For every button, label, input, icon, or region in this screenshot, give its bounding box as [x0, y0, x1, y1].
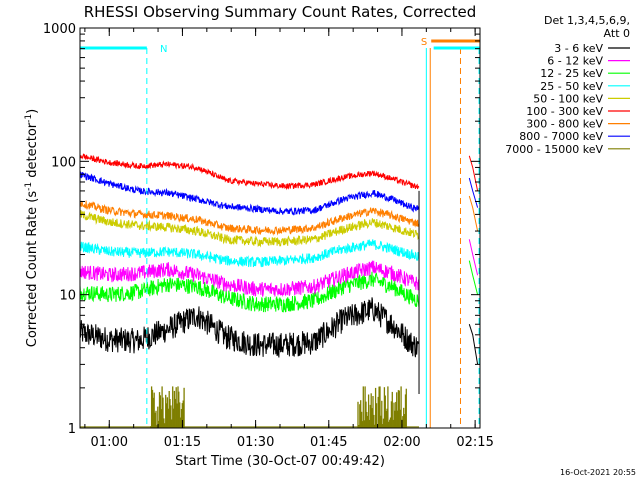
tail-series-0	[468, 155, 479, 192]
x-tick-label: 01:30	[237, 435, 274, 450]
y-axis: 1 10 100 1000	[43, 22, 480, 437]
y-axis-title-sup1: -1	[24, 182, 34, 191]
flag-label-s: S	[421, 37, 427, 48]
x-tick-label: 01:45	[310, 435, 347, 450]
tail-series-4	[468, 260, 479, 295]
series-line-800-7000-kev	[79, 171, 420, 216]
x-tick-label: 02:15	[456, 435, 493, 450]
tail-series-1	[468, 177, 479, 208]
x-tick-label: 01:00	[91, 435, 128, 450]
legend-label: 3 - 6 keV	[554, 42, 603, 55]
legend-label: 300 - 800 keV	[526, 118, 603, 131]
y-tick-label: 1	[68, 422, 76, 437]
plot-region: NS 01:00 01:15 01:30 01:45 02:00 02:15 110100…	[43, 22, 494, 450]
legend-label: 100 - 300 keV	[526, 105, 603, 118]
series-line-3-6-kev	[79, 297, 420, 358]
chart-title: RHESSI Observing Summary Count Rates, Co…	[84, 3, 477, 21]
tail-series-3	[468, 239, 479, 276]
legend-label: 50 - 100 keV	[533, 92, 603, 105]
legend-label: 12 - 25 keV	[540, 67, 603, 80]
tail-series-layer	[468, 155, 479, 365]
x-tick-label: 01:15	[164, 435, 201, 450]
series-line-25-50-kev	[79, 239, 420, 268]
y-axis-title-end: )	[25, 109, 40, 114]
marker-lines-layer	[146, 48, 480, 428]
y-axis-title: Corrected Count Rate (s-1 detector-1)	[24, 109, 40, 347]
flag-label-n: N	[160, 44, 167, 55]
series-line-50-100-kev	[79, 210, 420, 248]
legend-header-detectors: Det 1,3,4,5,6,9,	[544, 14, 630, 27]
y-axis-title-mid: detector	[25, 122, 40, 182]
legend-label: 7000 - 15000 keV	[505, 143, 603, 156]
y-axis-title-main: Corrected Count Rate (s	[25, 191, 40, 348]
series-line-12-25-kev	[79, 271, 420, 313]
series-line-6-12-kev	[79, 260, 420, 297]
flags-layer: NS	[80, 37, 480, 55]
tail-series-5	[468, 324, 479, 365]
y-tick-label: 1000	[43, 22, 76, 37]
legend-label: 25 - 50 keV	[540, 80, 603, 93]
x-axis-title: Start Time (30-Oct-07 00:49:42)	[175, 454, 385, 469]
series-layer	[79, 153, 420, 394]
y-tick-label: 100	[51, 155, 76, 170]
y-axis-title-sup2: -1	[24, 114, 34, 123]
legend-label: 6 - 12 keV	[547, 55, 603, 68]
x-axis: 01:00 01:15 01:30 01:45 02:00 02:15	[84, 28, 494, 450]
series-line-100-300-kev	[79, 153, 420, 191]
tail-series-2	[468, 195, 479, 232]
y-tick-label: 10	[59, 289, 76, 304]
legend-label: 800 - 7000 keV	[519, 130, 603, 143]
footer-timestamp: 16-Oct-2021 20:55	[560, 468, 636, 477]
series-line-300-800-kev	[79, 200, 420, 236]
legend-header-attenuator: Att 0	[604, 27, 630, 40]
x-tick-label: 02:00	[383, 435, 420, 450]
